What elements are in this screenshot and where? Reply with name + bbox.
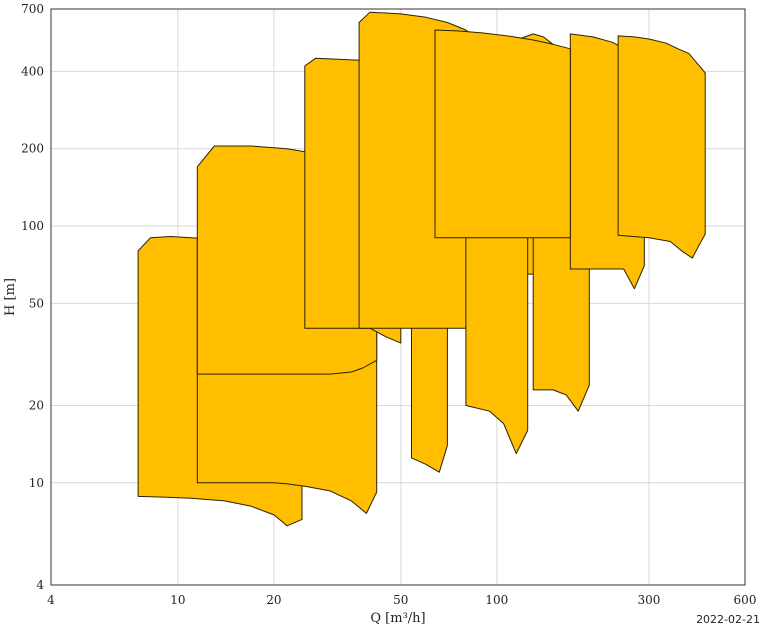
y-tick-label: 700 — [21, 2, 44, 16]
curve-envelope-11 — [617, 35, 706, 259]
x-axis-label: Q [m³/h] — [370, 611, 425, 626]
x-tick-label: 100 — [485, 593, 508, 607]
plot-frame — [50, 8, 746, 586]
x-tick-label: 600 — [734, 593, 757, 607]
x-tick-label: 50 — [393, 593, 408, 607]
y-tick-label: 50 — [29, 296, 44, 310]
x-tick-label: 4 — [47, 593, 55, 607]
tick-labels: 4 10 20 50 100 300 600 4 10 20 50 100 200 400 700 — [21, 2, 756, 607]
y-tick-label: 400 — [21, 64, 44, 78]
x-tick-label: 300 — [638, 593, 661, 607]
y-tick-label: 20 — [29, 399, 44, 413]
x-tick-label: 20 — [266, 593, 281, 607]
curve-envelope-12 — [434, 29, 571, 239]
curve-envelopes — [137, 11, 706, 527]
y-tick-label: 100 — [21, 219, 44, 233]
y-axis-label: H [m] — [3, 278, 18, 316]
date-stamp: 2022-02-21 — [696, 613, 760, 626]
y-tick-label: 4 — [36, 578, 44, 592]
y-tick-label: 10 — [29, 476, 44, 490]
x-tick-label: 10 — [170, 593, 185, 607]
y-tick-label: 200 — [21, 142, 44, 156]
